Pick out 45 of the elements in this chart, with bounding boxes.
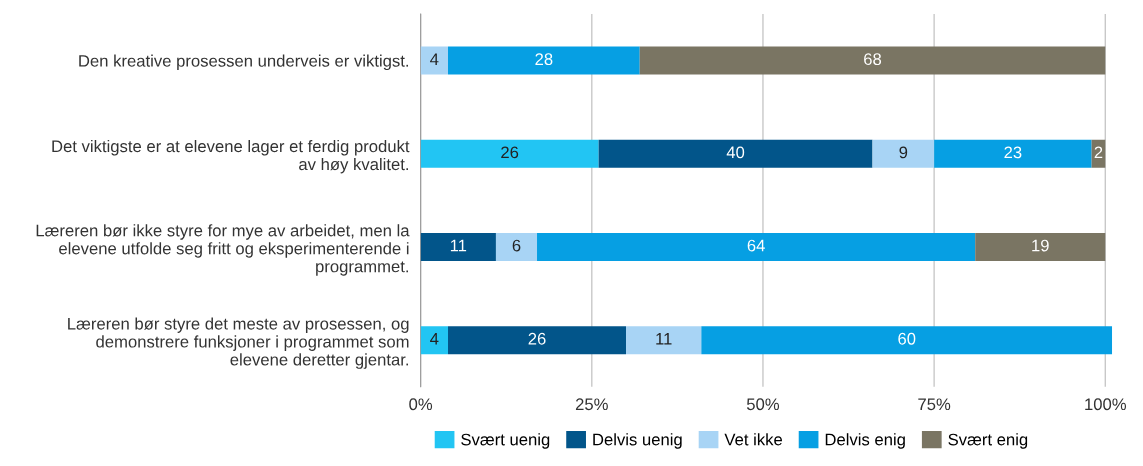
x-tick-label: 25% — [575, 398, 608, 411]
x-tick-label: 75% — [918, 398, 951, 411]
legend-label: Delvis uenig — [593, 433, 682, 449]
data-label: 4 — [430, 53, 439, 65]
legend-label: Delvis enig — [825, 433, 905, 449]
data-label: 68 — [864, 53, 882, 66]
bar — [598, 139, 873, 168]
data-label: 9 — [899, 146, 908, 159]
bar — [495, 233, 538, 261]
data-label: 40 — [726, 146, 745, 159]
data-label: 11 — [450, 239, 467, 252]
bar — [420, 46, 449, 75]
y-tick-label: Læreren bør ikke styre for mye av arbeidet, men la elevene utfolde seg fritt og eksperimenterende i programmet. — [36, 224, 410, 276]
y-tick-label: Læreren bør styre det meste av prosessen, og demonstrere funksjoner i programmet som elevene deretter gjentar. — [68, 317, 409, 369]
data-label: 4 — [430, 333, 439, 345]
data-label: 2 — [1094, 146, 1103, 159]
data-label: 19 — [1032, 239, 1049, 252]
y-tick-label: Det viktigste er at elevene lager et ferdig produkt av høy kvalitet. — [52, 139, 410, 174]
bar — [420, 326, 449, 355]
data-label: 23 — [1004, 146, 1022, 159]
bar — [934, 139, 1092, 168]
data-label: 26 — [528, 332, 546, 345]
y-tick-label: Den kreative prosessen underveis er viktigst. — [79, 54, 409, 71]
legend-label: Svært enig — [948, 433, 1028, 449]
data-label: 60 — [898, 332, 916, 345]
bar — [872, 139, 935, 168]
bar — [448, 46, 640, 75]
bar — [701, 326, 1113, 355]
bar — [626, 326, 702, 355]
bar — [420, 139, 599, 168]
x-tick-label: 50% — [746, 398, 780, 411]
legend-label: Svært uenig — [461, 433, 550, 449]
bar — [537, 233, 976, 261]
x-tick-label: 0% — [409, 398, 433, 411]
data-label: 64 — [747, 239, 765, 252]
data-label: 6 — [512, 239, 521, 252]
data-label: 26 — [501, 146, 519, 159]
x-tick-label: 100% — [1085, 398, 1127, 411]
bar — [420, 233, 496, 261]
data-label: 11 — [656, 333, 672, 345]
data-label: 28 — [535, 53, 553, 66]
legend-label: Vet ikke — [724, 433, 783, 446]
bar — [975, 233, 1106, 261]
bar — [448, 326, 627, 355]
bar — [639, 46, 1106, 75]
